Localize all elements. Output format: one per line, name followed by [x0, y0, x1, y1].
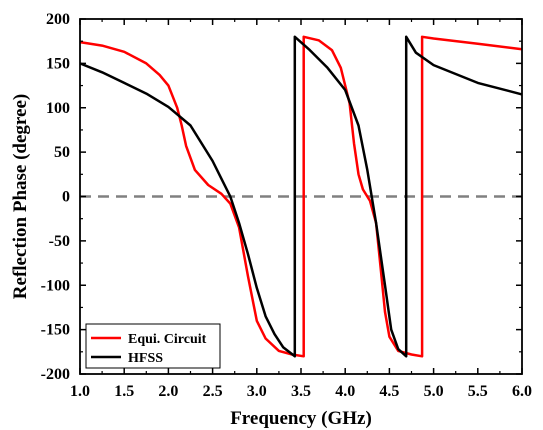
y-tick-label: 100 — [46, 100, 70, 117]
x-tick-label: 4.5 — [379, 383, 399, 400]
x-tick-label: 3.5 — [291, 383, 311, 400]
x-tick-label: 5.5 — [468, 383, 488, 400]
y-tick-label: 150 — [46, 55, 70, 72]
x-tick-label: 5.0 — [424, 383, 444, 400]
legend-box — [85, 323, 221, 369]
y-tick-label: 50 — [54, 144, 70, 161]
x-tick-label: 1.5 — [114, 383, 134, 400]
x-tick-label: 3.0 — [247, 383, 267, 400]
y-tick-label: -200 — [41, 366, 70, 383]
y-tick-label: -150 — [41, 322, 70, 339]
x-axis-title: Frequency (GHz) — [230, 408, 372, 429]
y-axis-title: Reflection Phase (degree) — [10, 94, 31, 299]
x-tick-label: 2.0 — [158, 383, 178, 400]
x-tick-label: 1.0 — [70, 383, 90, 400]
x-tick-label: 2.5 — [203, 383, 223, 400]
legend: Equi. Circuit HFSS — [85, 323, 221, 369]
legend-label-equi-circuit: Equi. Circuit — [128, 332, 207, 347]
y-tick-label: -50 — [49, 233, 70, 250]
legend-label-hfss: HFSS — [128, 351, 163, 366]
y-tick-label: -100 — [41, 277, 70, 294]
y-tick-label: 0 — [62, 189, 70, 206]
x-tick-label: 6.0 — [512, 383, 532, 400]
y-tick-label: 200 — [46, 11, 70, 28]
series-line-hfss — [79, 35, 523, 358]
x-tick-label: 4.0 — [335, 383, 355, 400]
